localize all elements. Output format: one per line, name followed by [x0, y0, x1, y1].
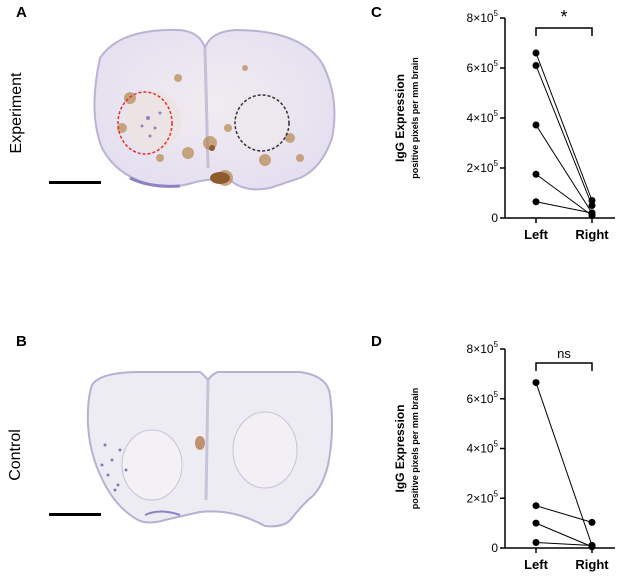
chart-c-y-tick-label-2: 4×105: [467, 109, 499, 125]
chart-c-y-label-sub: positive pixels per mm brain: [410, 57, 420, 179]
chart-c-x-tick-label-0: Left: [524, 227, 549, 242]
chart-d-point-right-3: [588, 542, 596, 550]
chart-c-pair-line-0: [535, 52, 593, 201]
panel-letter-c: C: [371, 4, 382, 21]
chart-c-y-tick-label-3: 6×105: [467, 59, 499, 75]
control-brain-section-image: [86, 371, 334, 528]
chart-d: 0 2×105 4×105 6×105 8×105 IgG Expression posit…: [393, 340, 615, 572]
chart-c-y-tick-label-4: 8×105: [467, 9, 499, 25]
chart-d-x-tick-label-0: Left: [524, 557, 549, 572]
chart-c-pair-line-2: [535, 124, 593, 214]
chart-c-point-left-3: [532, 170, 540, 178]
chart-c-point-left-0: [532, 49, 540, 57]
chart-c-point-left-1: [532, 62, 540, 69]
chart-c-x-tick-label-1: Right: [575, 227, 609, 242]
chart-d-y-tick-label-1: 2×105: [467, 489, 499, 505]
panel-letter-a: A: [16, 4, 27, 21]
chart-c-pair-line-3: [535, 173, 593, 216]
row-label-control: Control: [7, 429, 24, 481]
chart-c: 0 2×105 4×105 6×105 8×105 IgG Expression posit…: [393, 7, 615, 242]
chart-d-point-right-1: [588, 518, 596, 526]
chart-d-y-tick-label-0: 0: [491, 541, 498, 555]
chart-d-x-tick-label-1: Right: [575, 557, 609, 572]
panel-letter-b: B: [16, 333, 27, 350]
chart-c-point-left-4: [532, 198, 540, 206]
scale-bar-control: [49, 513, 101, 516]
chart-d-significance-bracket: [535, 362, 593, 371]
chart-d-y-tick-label-2: 4×105: [467, 440, 499, 456]
chart-d-y-label-main: IgG Expression: [393, 404, 407, 492]
chart-c-pair-line-4: [535, 201, 593, 214]
chart-c-y-label-main: IgG Expression: [393, 74, 407, 162]
chart-d-significance-label: ns: [557, 346, 571, 361]
chart-d-point-left-1: [532, 502, 540, 510]
chart-c-y-tick-label-0: 0: [491, 211, 498, 225]
chart-d-pair-line-3: [535, 542, 593, 547]
chart-d-pair-line-0: [535, 382, 593, 546]
chart-d-pair-line-2: [535, 522, 593, 548]
chart-d-point-left-0: [532, 379, 540, 387]
chart-c-pair-line-1: [535, 65, 593, 206]
panel-letter-d: D: [371, 333, 382, 350]
chart-d-point-left-2: [532, 519, 540, 527]
experiment-brain-section-image: [93, 28, 336, 191]
chart-d-y-label-sub: positive pixels per mm brain: [410, 388, 420, 510]
chart-c-significance-label: *: [560, 7, 567, 27]
chart-d-y-tick-label-3: 6×105: [467, 390, 499, 406]
chart-c-y-tick-label-1: 2×105: [467, 159, 499, 175]
chart-c-point-left-2: [532, 121, 540, 129]
chart-d-y-tick-label-4: 8×105: [467, 340, 499, 356]
chart-d-point-left-3: [532, 539, 540, 547]
chart-c-point-right-1: [588, 202, 596, 209]
row-label-experiment: Experiment: [8, 72, 25, 154]
scale-bar-experiment: [49, 181, 101, 184]
chart-c-significance-bracket: [535, 27, 593, 36]
chart-d-pair-line-1: [535, 505, 593, 523]
chart-c-point-right-4: [588, 209, 596, 217]
